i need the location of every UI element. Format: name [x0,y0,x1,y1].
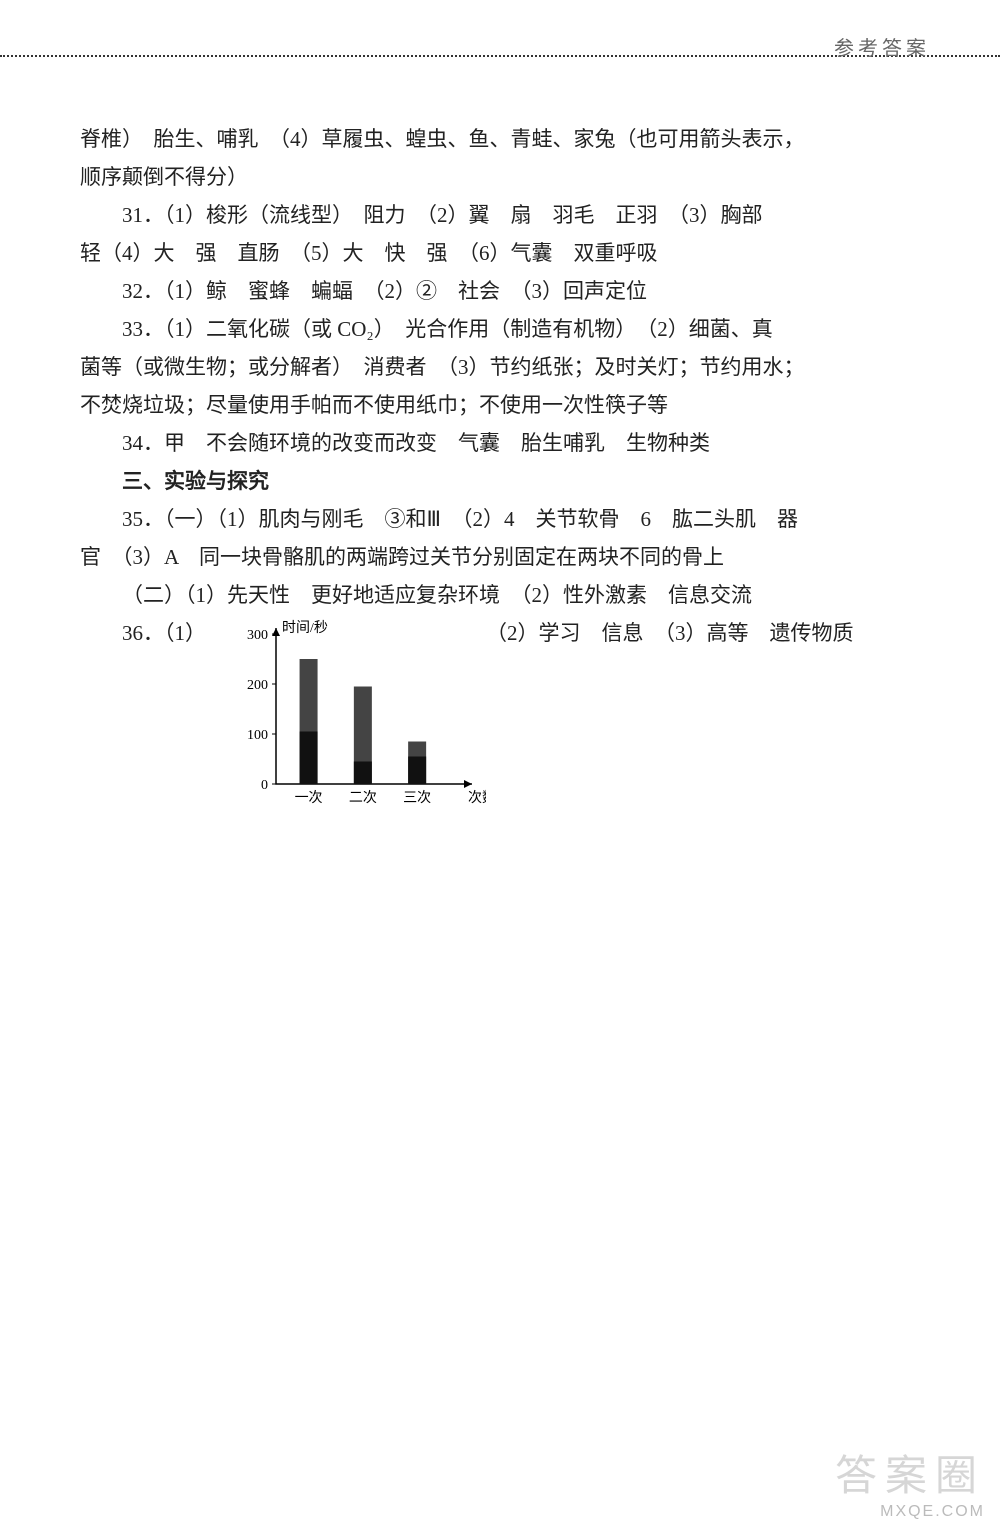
text-line: 33．（1）二氧化碳（或 CO₂） 光合作用（制造有机物） （2）细菌、真 [80,310,920,348]
text-line: 34．甲 不会随环境的改变而改变 气囊 胎生哺乳 生物种类 [80,424,920,462]
text-line: 官 （3）A 同一块骨骼肌的两端跨过关节分别固定在两块不同的骨上 [80,538,920,576]
watermark: 答案圈 MXQE.COM [835,1442,985,1521]
text-line: 36．（1） [80,614,206,652]
header-label: 参考答案 [834,32,930,61]
text-line: （二）（1）先天性 更好地适应复杂环境 （2）性外激素 信息交流 [80,576,920,614]
text-line: 31．（1）梭形（流线型） 阻力 （2）翼 扇 羽毛 正羽 （3）胸部 [80,196,920,234]
text-line: 菌等（或微生物；或分解者） 消费者 （3）节约纸张；及时关灯；节约用水； [80,348,920,386]
watermark-cn: 答案圈 [835,1442,985,1503]
svg-text:300: 300 [247,628,268,643]
svg-text:次数: 次数 [468,790,486,806]
text-line: 顺序颠倒不得分） [80,158,920,196]
text-line: 不焚烧垃圾；尽量使用手帕而不使用纸巾；不使用一次性筷子等 [80,386,920,424]
document-content: 脊椎） 胎生、哺乳 （4）草履虫、蝗虫、鱼、青蛙、家兔（也可用箭头表示， 顺序颠… [80,120,920,826]
text-line: 32．（1）鲸 蜜蜂 蝙蝠 （2）② 社会 （3）回声定位 [80,272,920,310]
svg-text:二次: 二次 [349,790,377,806]
svg-text:100: 100 [247,728,268,743]
bar-chart: 0 100 200 300 时间/秒一次 二次 三次 次数 [226,614,486,814]
text-line: 脊椎） 胎生、哺乳 （4）草履虫、蝗虫、鱼、青蛙、家兔（也可用箭头表示， [80,120,920,158]
section-heading: 三、实验与探究 [80,462,920,500]
chart-container: 0 100 200 300 时间/秒一次 二次 三次 次数 [226,614,486,826]
svg-text:时间/秒: 时间/秒 [282,620,328,636]
text-line: 轻（4）大 强 直肠 （5）大 快 强 （6）气囊 双重呼吸 [80,234,920,272]
svg-text:一次: 一次 [295,790,323,806]
watermark-en: MXQE.COM [835,1503,985,1521]
svg-text:0: 0 [261,778,268,793]
svg-text:200: 200 [247,678,268,693]
text-line: （2）学习 信息 （3）高等 遗传物质 [486,614,854,652]
text-line: 35．（一）（1）肌肉与刚毛 ③和Ⅲ （2）4 关节软骨 6 肱二头肌 器 [80,500,920,538]
svg-text:三次: 三次 [403,790,431,806]
